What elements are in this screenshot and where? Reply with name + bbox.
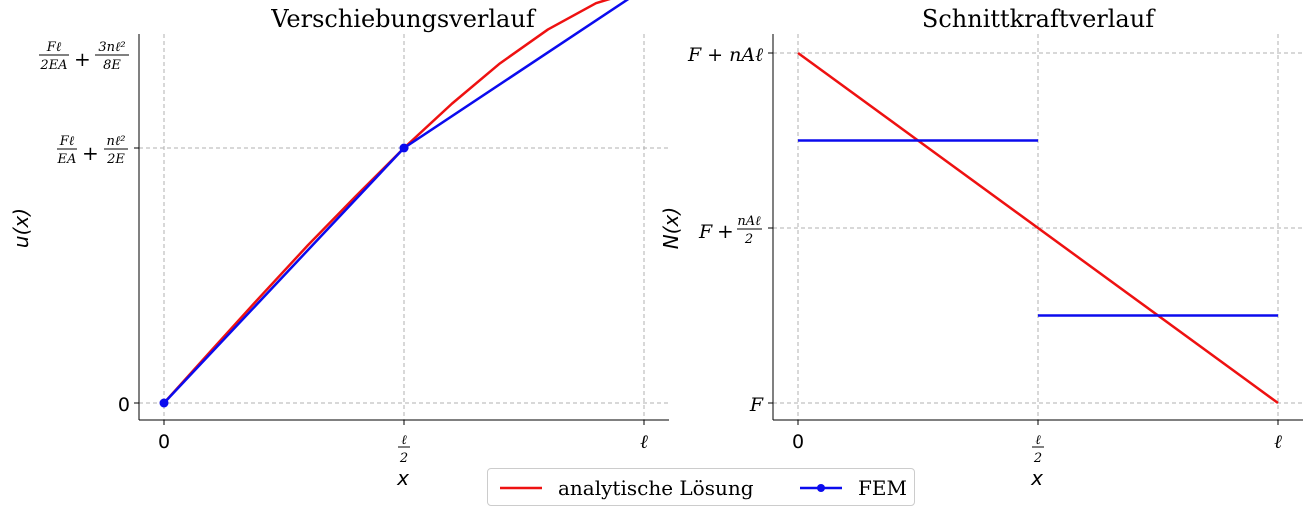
svg-text:Fℓ: Fℓ <box>59 134 75 149</box>
left-y-tick-0: 0 <box>118 394 130 416</box>
right-x-tick-l: ℓ <box>1274 431 1282 453</box>
legend: analytische Lösung FEM <box>487 468 915 506</box>
svg-text:2E: 2E <box>106 152 125 167</box>
svg-text:F: F <box>698 221 713 243</box>
left-y-label: u(x) <box>9 208 33 248</box>
svg-text:+: + <box>82 141 99 165</box>
right-y-tick-F: F <box>749 394 764 416</box>
legend-item-analytic: analytische Lösung <box>498 469 754 507</box>
legend-item-fem: FEM <box>798 469 907 507</box>
svg-text:2: 2 <box>744 232 753 247</box>
right-y-tick-top: F + nAℓ <box>687 44 763 66</box>
left-grid <box>134 34 669 425</box>
svg-text:3nℓ²: 3nℓ² <box>98 40 125 55</box>
left-plot-title: Verschiebungsverlauf <box>270 5 537 33</box>
legend-swatch-analytic <box>500 486 542 490</box>
svg-text:2EA: 2EA <box>39 58 67 73</box>
displacement-plot: Verschiebungsverlauf 0 ℓ 2 ℓ x 0 Fℓ EA +… <box>9 0 669 490</box>
left-series <box>159 0 630 408</box>
right-y-label: N(x) <box>659 207 683 249</box>
legend-swatch-fem <box>800 484 842 492</box>
svg-text:Fℓ: Fℓ <box>46 40 62 55</box>
svg-text:8E: 8E <box>103 58 121 73</box>
legend-label-analytic: analytische Lösung <box>558 476 754 500</box>
left-y-tick-mid: Fℓ EA + nℓ² 2E <box>57 134 128 167</box>
left-fem-point-0 <box>159 398 169 408</box>
svg-text:ℓ: ℓ <box>1035 433 1041 448</box>
right-x-tick-half: ℓ 2 <box>1032 433 1044 466</box>
svg-text:EA: EA <box>57 152 77 167</box>
right-y-tick-mid: F + nAℓ 2 <box>698 214 762 247</box>
svg-text:2: 2 <box>1033 451 1042 466</box>
right-analytic-line <box>797 51 1279 405</box>
svg-text:+: + <box>717 219 734 243</box>
left-y-tick-top: Fℓ 2EA + 3nℓ² 8E <box>39 40 129 73</box>
svg-text:2: 2 <box>399 451 408 466</box>
right-plot-title: Schnittkraftverlauf <box>922 5 1156 33</box>
internal-force-plot: Schnittkraftverlauf 0 ℓ 2 ℓ x F F + nAℓ … <box>659 5 1303 490</box>
svg-text:nℓ²: nℓ² <box>107 134 126 149</box>
left-x-label: x <box>396 466 409 490</box>
right-x-label: x <box>1030 466 1043 490</box>
right-x-tick-0: 0 <box>792 431 804 453</box>
svg-text:ℓ: ℓ <box>401 433 407 448</box>
left-x-tick-l: ℓ <box>640 431 648 453</box>
left-fem-point-1 <box>399 143 409 153</box>
right-grid <box>768 34 1303 425</box>
right-series <box>797 51 1279 405</box>
left-x-tick-0: 0 <box>158 431 170 453</box>
legend-label-fem: FEM <box>858 476 907 500</box>
svg-text:+: + <box>74 47 91 71</box>
left-x-tick-half: ℓ 2 <box>398 433 410 466</box>
svg-text:nAℓ: nAℓ <box>737 214 761 229</box>
